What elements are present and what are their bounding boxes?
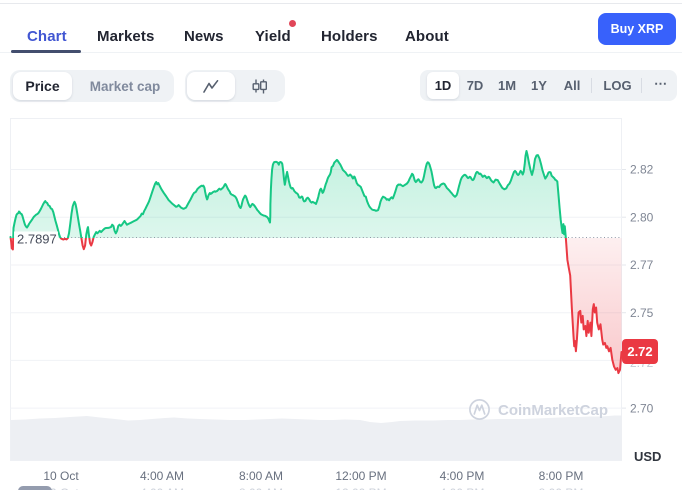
svg-text:2.77: 2.77 — [630, 258, 654, 272]
svg-text:2.75: 2.75 — [630, 306, 654, 320]
svg-text:8:00 PM: 8:00 PM — [539, 469, 584, 483]
svg-text:4:00 AM: 4:00 AM — [140, 469, 184, 483]
svg-text:12:00 PM: 12:00 PM — [335, 469, 386, 483]
svg-text:2.80: 2.80 — [630, 210, 654, 224]
svg-text:8:00 PM: 8:00 PM — [539, 486, 584, 490]
svg-text:2.82: 2.82 — [630, 163, 654, 177]
svg-text:8:00 AM: 8:00 AM — [239, 486, 283, 490]
svg-text:USD: USD — [634, 449, 661, 464]
svg-text:8:00 AM: 8:00 AM — [239, 469, 283, 483]
svg-text:4:00 PM: 4:00 PM — [440, 469, 485, 483]
svg-text:CoinMarketCap: CoinMarketCap — [498, 402, 608, 419]
svg-text:12:00 PM: 12:00 PM — [335, 486, 386, 490]
svg-text:10 Oct: 10 Oct — [43, 469, 79, 483]
svg-text:2.72: 2.72 — [627, 344, 652, 359]
svg-text:2.7897: 2.7897 — [17, 232, 57, 247]
svg-text:10 Oct: 10 Oct — [43, 486, 79, 490]
svg-text:2.70: 2.70 — [630, 401, 654, 415]
svg-text:4:00 PM: 4:00 PM — [440, 486, 485, 490]
svg-text:4:00 AM: 4:00 AM — [140, 486, 184, 490]
